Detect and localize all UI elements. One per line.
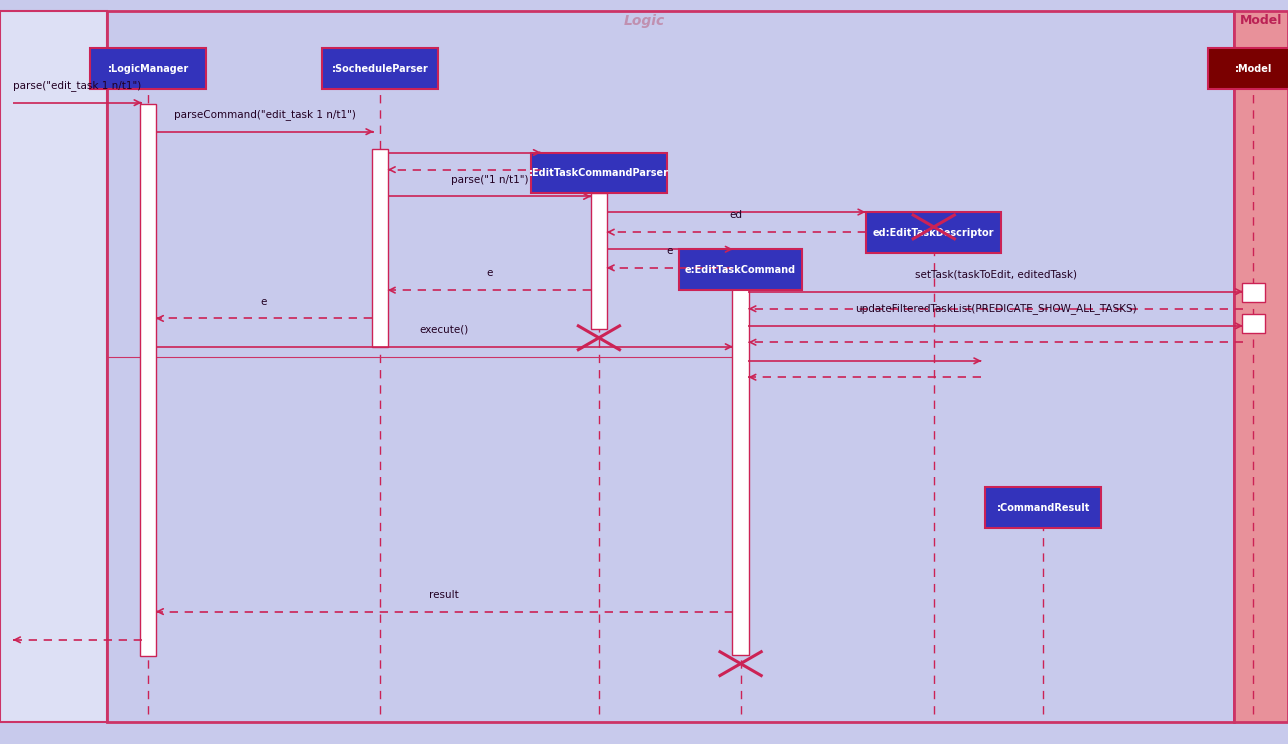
Bar bbox=[1208, 48, 1288, 89]
Bar bbox=[985, 487, 1101, 528]
Text: Logic: Logic bbox=[623, 14, 665, 28]
Text: parseCommand("edit_task 1 n/t1"): parseCommand("edit_task 1 n/t1") bbox=[174, 109, 355, 120]
Text: :EditTaskCommandParser: :EditTaskCommandParser bbox=[529, 168, 668, 178]
Text: result: result bbox=[429, 590, 460, 600]
Bar bbox=[590, 193, 608, 329]
Bar bbox=[1242, 314, 1265, 333]
Bar bbox=[866, 212, 1002, 253]
Text: :CommandResult: :CommandResult bbox=[997, 503, 1090, 513]
Bar bbox=[371, 149, 389, 347]
Bar bbox=[107, 11, 1234, 722]
Text: setTask(taskToEdit, editedTask): setTask(taskToEdit, editedTask) bbox=[914, 270, 1077, 280]
Bar bbox=[139, 104, 156, 656]
Text: e: e bbox=[667, 246, 672, 256]
Bar bbox=[90, 48, 206, 89]
Text: :SocheduleParser: :SocheduleParser bbox=[331, 64, 429, 74]
Text: ed: ed bbox=[729, 211, 743, 220]
Bar bbox=[0, 11, 107, 722]
Text: e:EditTaskCommand: e:EditTaskCommand bbox=[685, 265, 796, 275]
Bar bbox=[532, 153, 667, 193]
Text: execute(): execute() bbox=[420, 325, 469, 335]
Text: updateFilteredTaskList(PREDICATE_SHOW_ALL_TASKS): updateFilteredTaskList(PREDICATE_SHOW_AL… bbox=[855, 303, 1136, 314]
Bar bbox=[732, 287, 748, 655]
Text: :Model: :Model bbox=[1234, 64, 1273, 74]
Bar bbox=[1234, 11, 1288, 722]
Text: e: e bbox=[487, 269, 492, 278]
Text: ed:EditTaskDescriptor: ed:EditTaskDescriptor bbox=[873, 228, 994, 237]
Text: parse("edit_task 1 n/t1"): parse("edit_task 1 n/t1") bbox=[13, 80, 142, 91]
Bar bbox=[322, 48, 438, 89]
Text: :LogicManager: :LogicManager bbox=[107, 64, 189, 74]
Bar bbox=[680, 249, 801, 290]
Text: e: e bbox=[261, 297, 267, 307]
Bar bbox=[1242, 283, 1265, 302]
Text: parse("1 n/t1"): parse("1 n/t1") bbox=[451, 175, 528, 185]
Text: Model: Model bbox=[1240, 14, 1282, 28]
